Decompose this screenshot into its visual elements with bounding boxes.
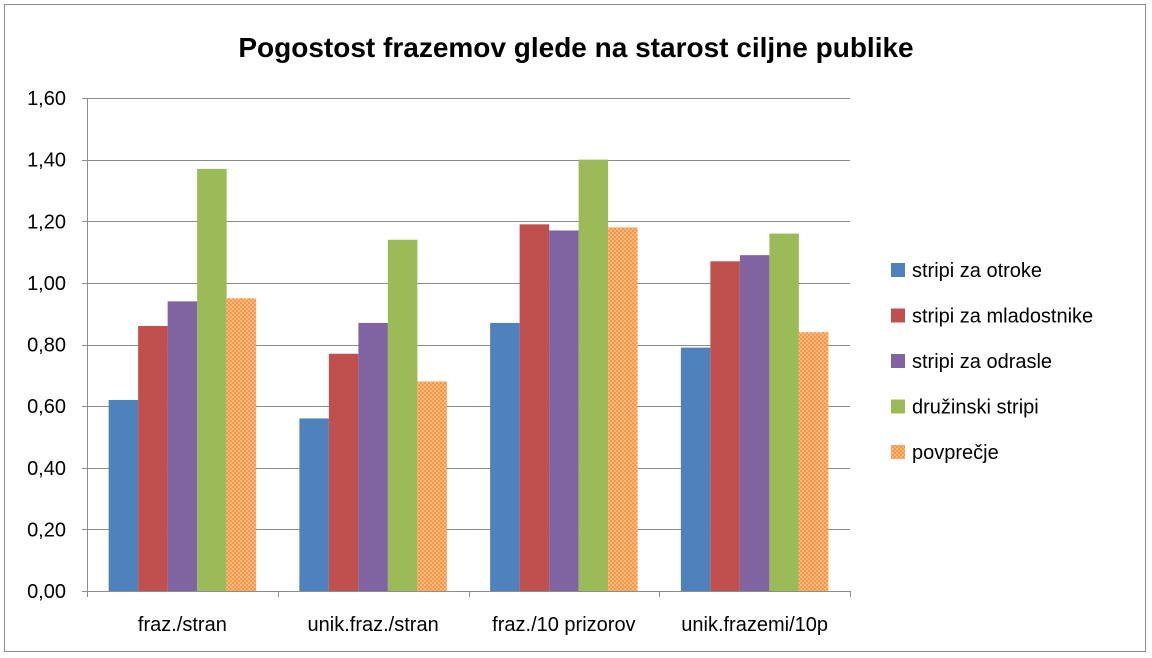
legend-label: stripi za mladostnike <box>912 306 1093 328</box>
legend-swatch <box>891 263 905 277</box>
bar-povprečje-3 <box>798 332 829 591</box>
bar-stripi-za-otroke-0 <box>108 399 139 591</box>
y-tick-label: 0,80 <box>27 335 66 357</box>
bar-stripi-za-mladostnike-1 <box>328 353 359 591</box>
bar-povprečje-0 <box>226 298 257 591</box>
bar-družinski-stripi-0 <box>197 168 227 591</box>
bar-povprečje-2 <box>608 227 638 591</box>
y-tick-label: 1,40 <box>27 150 66 172</box>
y-tick-label: 1,20 <box>27 211 66 233</box>
bar-povprečje-1 <box>417 381 447 591</box>
legend-label: stripi za otroke <box>912 260 1042 282</box>
bars <box>108 159 829 592</box>
x-category-label: fraz./10 prizorov <box>492 614 635 636</box>
y-tick-label: 0,00 <box>27 581 66 603</box>
bar-stripi-za-otroke-1 <box>299 418 329 591</box>
chart-title: Pogostost frazemov glede na starost cilj… <box>238 32 913 63</box>
axes <box>87 98 851 597</box>
bar-stripi-za-odrasle-1 <box>358 322 388 591</box>
legend-label: družinski stripi <box>912 397 1039 419</box>
legend-swatch <box>891 399 905 414</box>
bar-stripi-za-mladostnike-3 <box>710 261 740 591</box>
y-axis-ticks: 0,00 0,20 0,40 0,60 0,80 1,00 1,20 1,40 1,60 <box>27 88 87 603</box>
y-tick-label: 0,20 <box>27 519 66 541</box>
bar-stripi-za-otroke-2 <box>490 322 520 591</box>
bar-stripi-za-mladostnike-0 <box>138 326 168 591</box>
legend-label: stripi za odrasle <box>912 351 1052 373</box>
legend-swatch <box>891 445 905 459</box>
bar-družinski-stripi-2 <box>578 159 609 591</box>
bar-družinski-stripi-1 <box>387 239 418 592</box>
bar-stripi-za-mladostnike-2 <box>519 224 550 592</box>
bar-stripi-za-odrasle-3 <box>739 255 770 592</box>
x-category-label: unik.fraz./stran <box>308 614 439 636</box>
y-tick-label: 0,60 <box>27 396 66 418</box>
legend-swatch <box>891 308 905 323</box>
bar-stripi-za-odrasle-2 <box>549 230 579 591</box>
y-tick-label: 1,00 <box>27 273 66 295</box>
bar-stripi-za-odrasle-0 <box>167 301 198 591</box>
legend-label: povprečje <box>912 442 999 464</box>
x-axis-labels: fraz./stran unik.fraz./stran fraz./10 priz… <box>138 614 828 636</box>
x-category-label: fraz./stran <box>138 614 227 636</box>
legend: stripi za otroke stripi za mladostnike str… <box>891 260 1093 464</box>
x-category-label: unik.frazemi/10p <box>681 614 828 636</box>
y-tick-label: 0,40 <box>27 458 66 480</box>
y-tick-label: 1,60 <box>27 88 66 110</box>
bar-stripi-za-otroke-3 <box>680 347 711 591</box>
bar-družinski-stripi-3 <box>769 233 799 591</box>
legend-swatch <box>891 354 905 368</box>
